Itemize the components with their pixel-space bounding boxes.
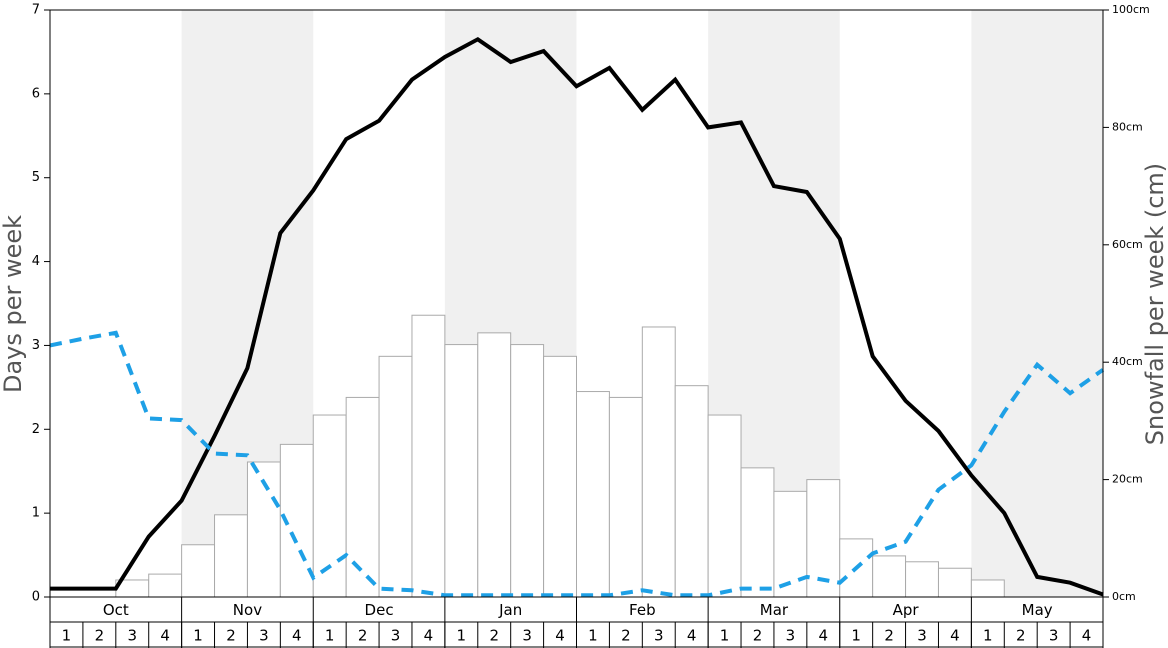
month-label: May xyxy=(1022,601,1053,619)
bar xyxy=(345,396,380,598)
bar xyxy=(378,355,413,598)
x-tick-label: 3 xyxy=(786,627,796,645)
bar xyxy=(641,326,676,598)
bar xyxy=(312,414,347,598)
month-label: Apr xyxy=(893,601,920,619)
y-tick-label: 6 xyxy=(32,86,40,101)
x-tick-label: 3 xyxy=(1049,627,1059,645)
bar xyxy=(773,490,808,598)
month-label: Oct xyxy=(103,601,129,619)
bar xyxy=(477,332,512,598)
y2-tick-label: 100cm xyxy=(1112,3,1150,16)
y-tick-label: 5 xyxy=(32,170,40,185)
y-tick-label: 2 xyxy=(32,422,40,437)
x-tick-label: 2 xyxy=(621,627,631,645)
x-tick-label: 4 xyxy=(292,627,302,645)
bar xyxy=(970,579,1005,598)
x-tick-label: 3 xyxy=(127,627,137,645)
x-tick-label: 2 xyxy=(95,627,105,645)
y2-tick-label: 20cm xyxy=(1112,473,1143,486)
y2-tick-label: 40cm xyxy=(1112,355,1143,368)
y-tick-label: 1 xyxy=(32,506,40,521)
month-label: Dec xyxy=(365,601,394,619)
month-band xyxy=(971,10,1103,597)
x-tick-label: 4 xyxy=(1082,627,1092,645)
x-tick-label: 1 xyxy=(588,627,598,645)
line xyxy=(49,330,1105,598)
x-tick-label: 4 xyxy=(819,627,829,645)
x-tick-label: 2 xyxy=(358,627,368,645)
x-tick-label: 1 xyxy=(983,627,993,645)
bar xyxy=(905,561,939,598)
x-tick-label: 1 xyxy=(720,627,730,645)
month-label: Mar xyxy=(760,601,789,619)
x-tick-label: 3 xyxy=(391,627,401,645)
x-tick-label: 1 xyxy=(62,627,72,645)
bar xyxy=(444,344,479,598)
bar xyxy=(937,567,972,598)
x-tick-label: 3 xyxy=(917,627,927,645)
bar xyxy=(576,391,610,598)
x-tick-label: 1 xyxy=(851,627,861,645)
x-tick-label: 1 xyxy=(193,627,203,645)
x-tick-label: 1 xyxy=(457,627,467,645)
x-tick-label: 4 xyxy=(555,627,565,645)
y-tick-label: 7 xyxy=(32,3,40,18)
bar xyxy=(411,314,446,598)
y2-axis-title: Snowfall per week (cm) xyxy=(1141,163,1168,445)
bar xyxy=(148,573,183,598)
x-tick-label: 2 xyxy=(884,627,894,645)
y2-tick-label: 80cm xyxy=(1112,120,1143,133)
y2-tick-label: 60cm xyxy=(1112,238,1143,251)
x-tick-label: 2 xyxy=(1016,627,1026,645)
y-tick-label: 3 xyxy=(32,338,40,353)
bar xyxy=(214,514,248,598)
month-label: Feb xyxy=(629,601,656,619)
y-tick-label: 0 xyxy=(32,590,40,605)
x-tick-label: 4 xyxy=(160,627,170,645)
line xyxy=(50,36,1104,597)
bar xyxy=(543,355,577,598)
x-tick-label: 3 xyxy=(522,627,532,645)
x-tick-label: 1 xyxy=(325,627,335,645)
y2-tick-label: 0cm xyxy=(1112,590,1136,603)
bar xyxy=(510,344,545,598)
x-tick-label: 3 xyxy=(259,627,269,645)
x-tick-label: 2 xyxy=(753,627,763,645)
x-tick-label: 4 xyxy=(424,627,434,645)
x-tick-label: 4 xyxy=(950,627,960,645)
x-tick-label: 4 xyxy=(687,627,697,645)
bar xyxy=(740,467,775,598)
y-axis-title: Days per week xyxy=(0,215,27,393)
y-tick-label: 4 xyxy=(32,254,40,269)
x-tick-label: 2 xyxy=(226,627,236,645)
x-tick-label: 3 xyxy=(654,627,664,645)
bar xyxy=(181,544,216,598)
month-label: Jan xyxy=(498,601,522,619)
bar xyxy=(872,555,907,598)
month-label: Nov xyxy=(233,601,262,619)
bar xyxy=(608,396,643,598)
bar xyxy=(806,479,841,598)
bar xyxy=(674,385,709,598)
bar xyxy=(707,414,742,598)
x-tick-label: 2 xyxy=(489,627,499,645)
